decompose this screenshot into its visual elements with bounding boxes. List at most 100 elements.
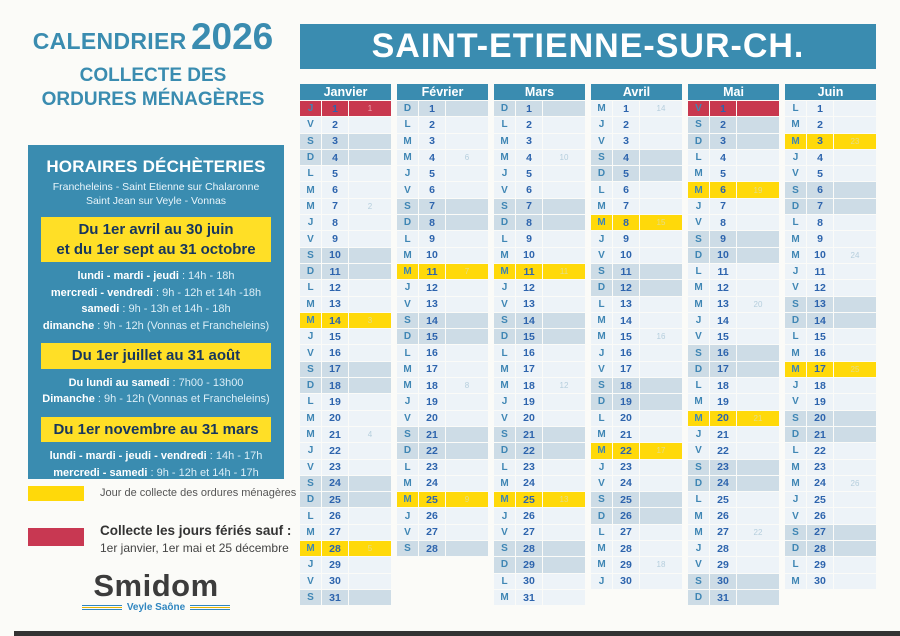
day-row: J 30 (591, 573, 682, 589)
month-column: Mai V 1 S 2 D 3 L 4 M 5 M 6 19 J 7 V 8 (688, 84, 779, 606)
day-letter: M (494, 361, 515, 378)
smidom-logo: Smidom Veyle Saône (28, 570, 284, 613)
week-number (737, 492, 779, 508)
week-number (349, 557, 391, 573)
day-row: V 24 (591, 475, 682, 492)
day-row: M 7 2 (300, 198, 391, 215)
week-number: 7 (446, 263, 488, 280)
day-number: 8 (322, 215, 348, 231)
day-row: V 20 (494, 410, 585, 426)
week-number (640, 312, 682, 329)
day-number: 21 (516, 426, 542, 443)
week-number (543, 426, 585, 443)
day-number: 16 (613, 345, 639, 361)
day-letter: V (688, 101, 709, 117)
day-number: 16 (516, 345, 542, 361)
day-number: 7 (322, 198, 348, 215)
day-letter: D (785, 541, 806, 557)
day-letter: J (688, 426, 709, 443)
calendar-title-year: 2026 (190, 16, 274, 57)
day-row: L 26 (300, 508, 391, 524)
week-number (834, 182, 876, 198)
day-row: L 2 (494, 117, 585, 133)
day-letter: M (591, 541, 612, 557)
day-row: S 7 (397, 198, 488, 215)
day-row: V 6 (397, 182, 488, 198)
city-header: SAINT-ETIENNE-SUR-CH. (300, 24, 876, 69)
schedule-line: lundi - mardi - jeudi - vendredi : 14h -… (28, 448, 284, 465)
day-letter: M (397, 247, 418, 263)
day-letter: J (591, 459, 612, 475)
day-number: 13 (613, 296, 639, 312)
week-number (349, 443, 391, 459)
day-row: J 5 (494, 166, 585, 182)
day-number: 27 (807, 524, 833, 541)
month-column: Mars D 1 L 2 M 3 M 4 10 J 5 V 6 S 7 D 8 (494, 84, 585, 606)
day-row: D 22 (494, 443, 585, 459)
day-letter: J (591, 573, 612, 589)
day-number: 6 (807, 182, 833, 198)
day-letter: S (688, 459, 709, 475)
day-number: 9 (419, 231, 445, 247)
schedule-line: lundi - mardi - jeudi : 14h - 18h (28, 268, 284, 285)
week-number (640, 475, 682, 492)
week-number (446, 524, 488, 541)
day-letter: J (785, 149, 806, 166)
day-row: S 25 (591, 492, 682, 508)
day-letter: L (494, 345, 515, 361)
day-number: 21 (710, 426, 736, 443)
week-number (446, 117, 488, 133)
day-letter: V (591, 361, 612, 378)
day-letter: M (785, 361, 806, 378)
day-letter: J (785, 378, 806, 394)
day-row: V 2 (300, 117, 391, 133)
day-number: 13 (807, 296, 833, 312)
day-letter: V (591, 133, 612, 149)
month-column: Juin L 1 M 2 M 3 23 J 4 V 5 S 6 D 7 L 8 (785, 84, 876, 606)
week-number: 10 (543, 149, 585, 166)
day-letter: J (300, 101, 321, 117)
day-letter: M (688, 394, 709, 410)
day-number: 28 (807, 541, 833, 557)
day-row: S 14 (494, 312, 585, 329)
day-row: J 22 (300, 443, 391, 459)
day-letter: M (785, 459, 806, 475)
day-letter: L (688, 492, 709, 508)
day-number: 19 (322, 394, 348, 410)
week-number (543, 524, 585, 541)
day-row: M 17 25 (785, 361, 876, 378)
day-number: 7 (807, 198, 833, 215)
day-letter: S (591, 378, 612, 394)
week-number (640, 149, 682, 166)
day-row: M 24 (397, 475, 488, 492)
day-row: V 6 (494, 182, 585, 198)
week-number (543, 133, 585, 149)
day-row: J 19 (494, 394, 585, 410)
day-number: 25 (419, 492, 445, 508)
week-number (349, 475, 391, 492)
week-number (543, 361, 585, 378)
day-letter: M (300, 541, 321, 557)
schedule-days: lundi - mardi - jeudi (77, 270, 179, 283)
week-number (834, 492, 876, 508)
week-number: 1 (349, 101, 391, 117)
week-number: 18 (640, 557, 682, 573)
day-letter: J (591, 345, 612, 361)
day-row: J 15 (300, 329, 391, 345)
day-letter: J (494, 280, 515, 296)
day-row: J 18 (785, 378, 876, 394)
day-letter: M (591, 443, 612, 459)
day-letter: L (300, 508, 321, 524)
day-number: 16 (322, 345, 348, 361)
week-number (640, 573, 682, 589)
day-row: V 13 (397, 296, 488, 312)
day-letter: S (397, 198, 418, 215)
day-letter: J (300, 215, 321, 231)
week-number (640, 231, 682, 247)
month-header: Janvier (300, 84, 391, 100)
week-number (543, 215, 585, 231)
day-row: L 19 (300, 394, 391, 410)
week-number (349, 280, 391, 296)
day-number: 3 (322, 133, 348, 149)
week-number (543, 410, 585, 426)
